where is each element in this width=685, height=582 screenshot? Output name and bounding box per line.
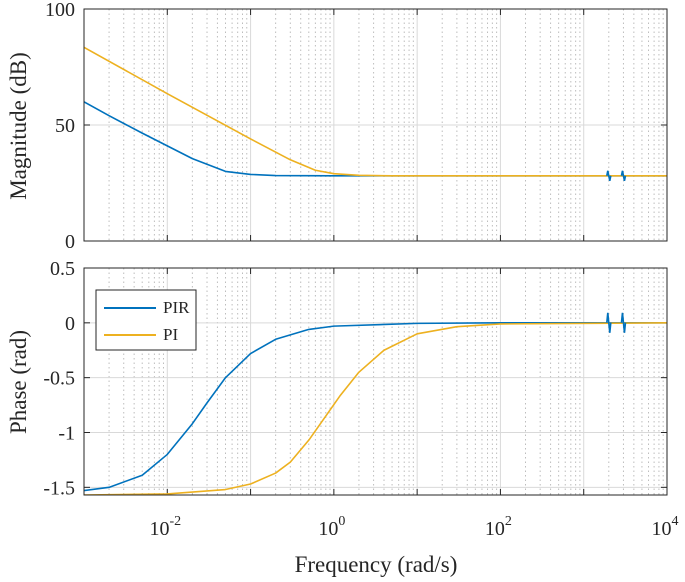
axes-frame [83,267,668,496]
legend-label-pi: PI [163,325,178,344]
resonance-spike [605,312,612,333]
magnitude-panel: 0 50 100 [45,0,668,253]
y-tick-label: 0 [65,313,75,335]
y-tick-label: -0.5 [43,368,75,390]
y-tick-label: -1.5 [43,477,75,499]
phase-panel: 0.5 0 -0.5 -1 -1.5 10-2 100 102 104 [43,258,678,540]
x-tick-label: 10-2 [149,514,181,540]
resonance-spike [620,170,627,181]
axes-frame [83,8,668,242]
frequency-xlabel: Frequency (rad/s) [295,552,458,577]
y-tick-label: 0.5 [50,258,75,280]
y-tick-label: 0 [65,231,75,253]
x-tick-label: 104 [652,514,679,540]
legend-box [95,289,197,351]
legend: PIR PI [95,289,197,351]
series-line-pi [84,46,667,177]
x-tick-label: 102 [485,514,512,540]
resonance-spike [606,170,612,181]
x-tick-label: 100 [318,514,345,540]
legend-label-pir: PIR [163,298,190,317]
series-line-pi [84,322,667,495]
magnitude-ylabel: Magnitude (dB) [6,52,31,200]
series-line-pir [84,322,667,492]
y-tick-label: 50 [55,115,75,137]
y-tick-label: 100 [45,0,75,21]
phase-ylabel: Phase (rad) [6,330,31,434]
y-tick-label: -1 [58,422,75,444]
resonance-spike [620,312,627,333]
